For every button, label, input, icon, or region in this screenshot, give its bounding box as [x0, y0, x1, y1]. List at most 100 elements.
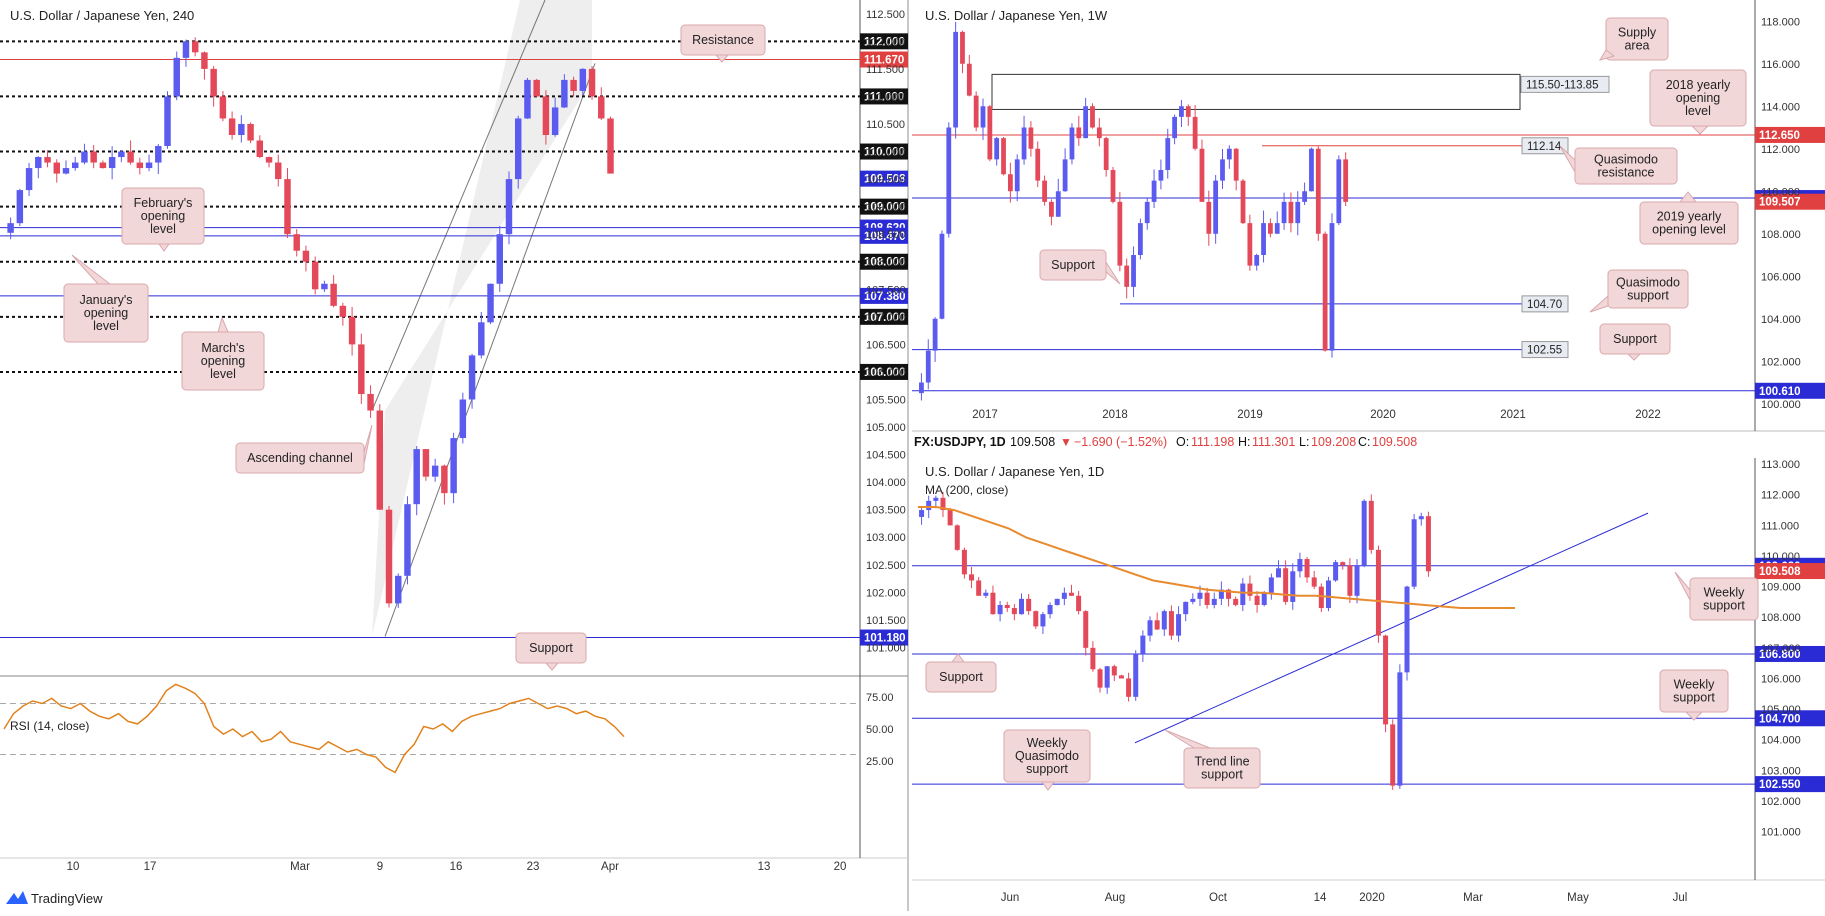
candle-body [1083, 611, 1089, 648]
candle [1140, 630, 1146, 662]
candle [376, 404, 384, 510]
candle-body [1315, 148, 1321, 234]
weekly-quasimodo-callout-text: support [1026, 762, 1068, 776]
candle-body [505, 179, 513, 235]
last-price-label: 109.508 [864, 174, 906, 186]
candle [496, 226, 503, 292]
candle-body [1233, 598, 1239, 605]
candle-body [487, 283, 494, 323]
price-tag-label: 108.470 [864, 231, 906, 243]
candle-body [997, 604, 1003, 615]
candle-body [1411, 519, 1417, 587]
ascending-channel-callout-text: Ascending channel [247, 451, 353, 465]
candle [1047, 602, 1053, 619]
candle-body [173, 57, 180, 97]
candle [1206, 190, 1212, 246]
time-tick-label: 9 [377, 861, 383, 873]
rsi-tick-label: 75.00 [866, 692, 894, 704]
candle-body [348, 316, 356, 345]
price-tick-label: 110.000 [866, 147, 905, 159]
candle [1240, 178, 1246, 224]
candle [607, 116, 614, 174]
candle-body [422, 449, 430, 477]
candle-body [256, 140, 264, 158]
candle-body [1261, 223, 1266, 255]
candle [1304, 556, 1310, 583]
candle-body [932, 318, 938, 351]
candle-body [1329, 223, 1335, 351]
candle [358, 333, 365, 404]
price-tag [860, 363, 908, 380]
candle [145, 154, 153, 172]
level-tag-label: 112.14 [1527, 141, 1562, 153]
time-tick-label: 2020 [1359, 892, 1385, 904]
candle-body [16, 190, 24, 224]
tradingview-logo[interactable]: TradingView [6, 891, 103, 906]
candle-body [1001, 138, 1006, 175]
supply-zone-tag [1520, 75, 1610, 93]
candle-body [1004, 604, 1010, 609]
weekly-support-callout-1-text: support [1703, 599, 1745, 613]
ascending-channel-callout: Ascending channel [235, 424, 373, 474]
candle [588, 66, 596, 100]
candle-body [994, 138, 1000, 160]
weekly-quasimodo-callout-pointer [1041, 781, 1055, 791]
supply-zone [991, 73, 1521, 110]
candle-body [1290, 571, 1296, 602]
candle [1054, 598, 1060, 606]
candle-body [1397, 672, 1403, 786]
candle-body [238, 123, 245, 135]
candle [35, 156, 42, 179]
candle-body [1375, 549, 1381, 636]
quasimodo-resistance-callout-pointer [1559, 145, 1576, 174]
candle [321, 280, 328, 293]
candle [62, 160, 70, 175]
price-tag [860, 287, 908, 304]
candle-body [191, 41, 199, 53]
candle [570, 76, 577, 97]
candle [311, 256, 319, 295]
candle-body [1274, 223, 1280, 234]
time-tick-label: Jul [1673, 892, 1688, 904]
channel-fill [372, 0, 592, 637]
candle-body [404, 504, 411, 576]
candle-body [44, 157, 51, 163]
price-tick-label: 105.000 [1761, 704, 1801, 716]
price-tick-label: 110.500 [866, 119, 905, 131]
tradingview-logo-icon [6, 891, 28, 904]
candle-body [330, 283, 337, 306]
candle-body [1425, 516, 1431, 572]
time-tick-label: 2021 [1500, 409, 1526, 421]
price-tick-label: 102.000 [1761, 356, 1801, 368]
candle-body [1076, 595, 1082, 612]
time-tick-label: Apr [601, 861, 619, 873]
candle [1297, 552, 1303, 578]
candle [1276, 560, 1281, 578]
candle-body [987, 106, 993, 160]
candle [367, 385, 374, 418]
candle [450, 432, 457, 504]
candle-body [1281, 201, 1287, 224]
jan-open-callout-text: level [93, 319, 119, 333]
candle [1375, 545, 1381, 643]
quasimodo-resistance-callout-text: Quasimodo [1594, 153, 1658, 167]
ohlc-high: 111.301 [1252, 435, 1295, 449]
mar-open-callout-text: March's [201, 341, 244, 355]
level-tag [1521, 341, 1569, 359]
candle-body [1302, 191, 1307, 202]
candle-body [1304, 559, 1310, 578]
candle [1261, 210, 1266, 263]
candle-body [1110, 170, 1116, 202]
candle-body [939, 233, 945, 319]
candle [1226, 145, 1232, 169]
candle-body [53, 162, 60, 174]
price-tag [860, 227, 908, 244]
level-tag-label: 104.70 [1527, 299, 1562, 311]
yearly-2019-callout-text: opening level [1652, 223, 1726, 237]
price-tag [1755, 126, 1825, 143]
supply-area-callout-text: Supply [1618, 26, 1657, 40]
candle-body [1117, 201, 1123, 266]
trend-line-support-callout-text: Trend line [1194, 755, 1249, 769]
candle-body [1011, 608, 1017, 615]
time-tick-label: 2019 [1237, 409, 1263, 421]
